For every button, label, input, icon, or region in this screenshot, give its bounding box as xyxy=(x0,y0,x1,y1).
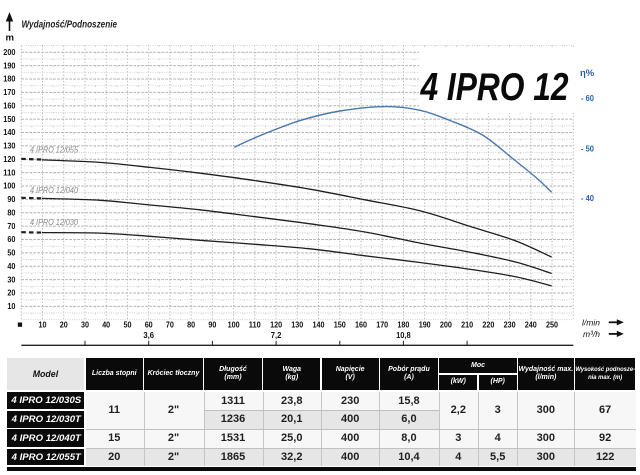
svg-text:170: 170 xyxy=(376,320,388,330)
svg-text:- 60: - 60 xyxy=(581,93,594,103)
svg-text:20: 20 xyxy=(7,288,15,298)
svg-text:4 IPRO 12/040: 4 IPRO 12/040 xyxy=(30,186,78,195)
svg-text:160: 160 xyxy=(3,101,15,111)
svg-text:120: 120 xyxy=(270,320,282,330)
svg-text:60: 60 xyxy=(145,320,153,330)
svg-text:- 50: - 50 xyxy=(581,143,594,153)
svg-text:4 IPRO 12/055: 4 IPRO 12/055 xyxy=(30,146,78,155)
svg-text:110: 110 xyxy=(249,320,261,330)
svg-text:50: 50 xyxy=(7,248,15,258)
svg-text:40: 40 xyxy=(7,261,15,271)
svg-text:l/min: l/min xyxy=(582,318,600,328)
svg-text:20: 20 xyxy=(60,320,68,330)
svg-text:4 IPRO 12/030: 4 IPRO 12/030 xyxy=(30,218,78,227)
svg-text:100: 100 xyxy=(228,320,240,330)
svg-text:80: 80 xyxy=(187,320,195,330)
svg-text:50: 50 xyxy=(124,320,132,330)
svg-text:200: 200 xyxy=(3,47,15,57)
svg-text:170: 170 xyxy=(3,87,15,97)
svg-text:m³/h: m³/h xyxy=(583,329,600,339)
svg-text:150: 150 xyxy=(334,320,346,330)
svg-text:90: 90 xyxy=(7,194,15,204)
svg-text:140: 140 xyxy=(3,127,15,137)
svg-text:3,6: 3,6 xyxy=(143,330,154,340)
svg-text:210: 210 xyxy=(461,320,473,330)
svg-text:m: m xyxy=(6,33,14,44)
svg-text:70: 70 xyxy=(7,221,15,231)
svg-text:190: 190 xyxy=(3,60,15,70)
svg-text:250: 250 xyxy=(546,320,558,330)
svg-text:7,2: 7,2 xyxy=(271,330,282,340)
svg-text:180: 180 xyxy=(397,320,409,330)
svg-text:200: 200 xyxy=(440,320,452,330)
svg-text:140: 140 xyxy=(313,320,325,330)
svg-text:4 IPRO 12: 4 IPRO 12 xyxy=(420,66,569,109)
svg-text:- 40: - 40 xyxy=(581,193,594,203)
svg-text:10: 10 xyxy=(39,320,47,330)
svg-text:130: 130 xyxy=(3,141,15,151)
svg-text:240: 240 xyxy=(525,320,537,330)
svg-text:130: 130 xyxy=(291,320,303,330)
svg-text:10: 10 xyxy=(7,301,15,311)
svg-text:80: 80 xyxy=(7,207,15,217)
svg-text:90: 90 xyxy=(208,320,216,330)
svg-text:30: 30 xyxy=(7,274,15,284)
svg-text:190: 190 xyxy=(419,320,431,330)
svg-text:110: 110 xyxy=(3,167,15,177)
svg-text:70: 70 xyxy=(166,320,174,330)
svg-text:150: 150 xyxy=(3,114,15,124)
svg-text:160: 160 xyxy=(355,320,367,330)
svg-text:60: 60 xyxy=(7,234,15,244)
svg-text:30: 30 xyxy=(81,320,89,330)
svg-text:Wydajność/Podnoszenie: Wydajność/Podnoszenie xyxy=(22,18,118,30)
svg-text:230: 230 xyxy=(504,320,516,330)
svg-text:220: 220 xyxy=(482,320,494,330)
svg-text:100: 100 xyxy=(3,181,15,191)
svg-text:180: 180 xyxy=(3,74,15,84)
svg-text:120: 120 xyxy=(3,154,15,164)
svg-text:40: 40 xyxy=(102,320,110,330)
svg-text:η%: η% xyxy=(580,68,595,79)
svg-text:10,8: 10,8 xyxy=(396,330,411,340)
